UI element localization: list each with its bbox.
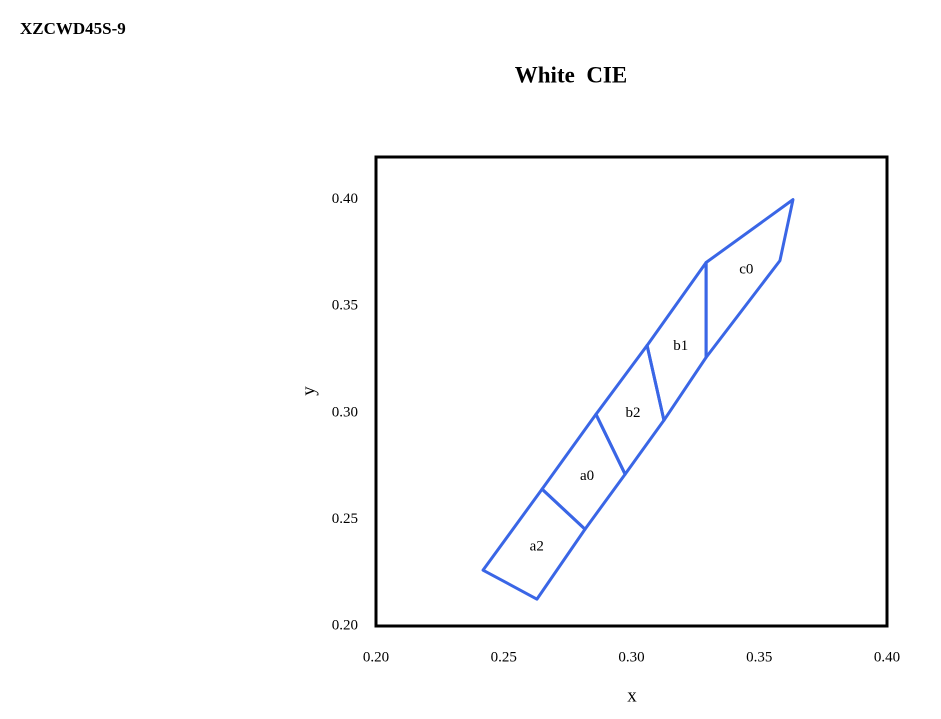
y-axis-label: y (298, 386, 319, 396)
y-tick-label: 0.40 (332, 191, 358, 207)
x-tick-label: 0.25 (491, 649, 517, 665)
x-tick-label: 0.35 (746, 649, 772, 665)
bin-label: b1 (673, 338, 688, 354)
y-tick-label: 0.35 (332, 298, 358, 314)
x-tick-label: 0.20 (363, 649, 389, 665)
bin-label: b2 (626, 405, 641, 421)
chart-title: White CIE (515, 62, 627, 87)
bin-label: a2 (530, 538, 544, 554)
y-tick-label: 0.20 (332, 617, 358, 633)
y-tick-label: 0.25 (332, 511, 358, 527)
y-tick-label: 0.30 (332, 404, 358, 420)
bin-label: a0 (580, 468, 594, 484)
x-tick-label: 0.30 (618, 649, 644, 665)
bin-polygon (704, 198, 795, 359)
header: XZCWD45S-9 (20, 19, 126, 38)
x-axis-label: x (627, 685, 637, 706)
x-tick-label: 0.40 (874, 649, 900, 665)
bin-label: c0 (739, 261, 753, 277)
plot-frame (374, 155, 889, 628)
